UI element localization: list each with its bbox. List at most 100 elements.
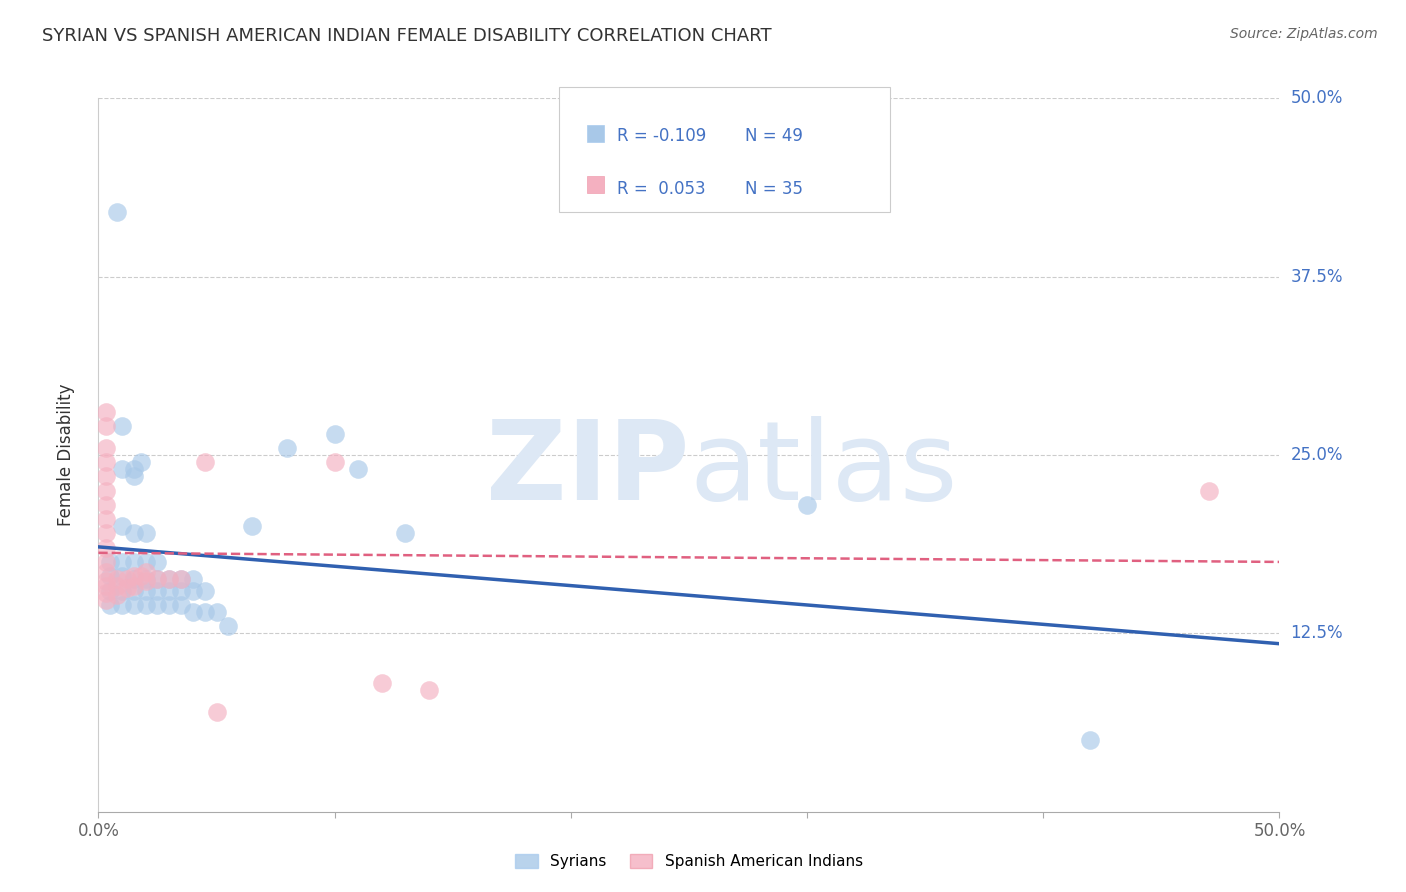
Point: [94, 565, 117, 579]
Point: [111, 462, 134, 476]
Point: [111, 555, 134, 569]
Point: [122, 555, 145, 569]
Point: [105, 572, 128, 586]
Text: ZIP: ZIP: [485, 416, 689, 523]
Point: [122, 583, 145, 598]
Point: [170, 598, 193, 612]
Point: [371, 676, 394, 690]
Point: [135, 565, 157, 579]
Point: [170, 583, 193, 598]
Point: [135, 598, 157, 612]
Text: SYRIAN VS SPANISH AMERICAN INDIAN FEMALE DISABILITY CORRELATION CHART: SYRIAN VS SPANISH AMERICAN INDIAN FEMALE…: [42, 27, 772, 45]
Point: [122, 572, 145, 586]
Point: [135, 526, 157, 541]
Point: [94, 441, 117, 455]
Point: [170, 572, 193, 586]
Point: [122, 569, 145, 583]
Point: [94, 555, 117, 569]
Point: [157, 598, 180, 612]
Point: [347, 462, 370, 476]
Point: [122, 579, 145, 593]
Point: [122, 469, 145, 483]
Point: [240, 519, 263, 533]
Point: [146, 572, 169, 586]
Point: [170, 572, 193, 586]
Point: [94, 498, 117, 512]
Point: [129, 569, 152, 583]
Point: [194, 583, 217, 598]
Text: N = 35: N = 35: [745, 180, 803, 198]
Text: 50.0%: 50.0%: [1291, 89, 1343, 107]
Point: [157, 572, 180, 586]
Point: [111, 419, 134, 434]
Point: [796, 498, 818, 512]
Point: [94, 593, 117, 607]
Point: [94, 469, 117, 483]
Text: 37.5%: 37.5%: [1291, 268, 1343, 285]
Point: [94, 526, 117, 541]
Point: [94, 455, 117, 469]
Point: [98, 583, 121, 598]
Point: [98, 598, 121, 612]
Point: [94, 579, 117, 593]
Point: [94, 574, 117, 588]
Point: [181, 583, 204, 598]
Point: [94, 512, 117, 526]
Point: [115, 572, 138, 586]
Point: [94, 541, 117, 555]
Point: [111, 569, 134, 583]
Point: [394, 526, 416, 541]
Point: [122, 526, 145, 541]
Point: [181, 605, 204, 619]
FancyBboxPatch shape: [560, 87, 890, 212]
Point: [217, 619, 239, 633]
Point: [111, 598, 134, 612]
Point: [105, 579, 128, 593]
Point: [323, 426, 346, 441]
Text: R =  0.053: R = 0.053: [617, 180, 706, 198]
Point: [98, 569, 121, 583]
Text: N = 49: N = 49: [745, 127, 803, 145]
Point: [135, 572, 157, 586]
Point: [94, 586, 117, 600]
Y-axis label: Female Disability: Female Disability: [56, 384, 75, 526]
Legend: Syrians, Spanish American Indians: Syrians, Spanish American Indians: [509, 848, 869, 875]
Point: [105, 205, 128, 219]
Point: [157, 572, 180, 586]
Point: [157, 583, 180, 598]
Text: Source: ZipAtlas.com: Source: ZipAtlas.com: [1230, 27, 1378, 41]
Point: [122, 598, 145, 612]
Point: [129, 455, 152, 469]
Point: [111, 583, 134, 598]
Point: [122, 462, 145, 476]
Point: [98, 555, 121, 569]
Point: [276, 441, 298, 455]
Point: [135, 583, 157, 598]
Point: [194, 455, 217, 469]
Point: [115, 581, 138, 595]
Point: [146, 555, 169, 569]
FancyBboxPatch shape: [588, 177, 605, 194]
Point: [418, 683, 440, 698]
Point: [194, 605, 217, 619]
Point: [146, 598, 169, 612]
Point: [135, 555, 157, 569]
Point: [1080, 733, 1102, 747]
Point: [135, 574, 157, 588]
Point: [111, 519, 134, 533]
Point: [181, 572, 204, 586]
Point: [146, 572, 169, 586]
Point: [323, 455, 346, 469]
Text: 12.5%: 12.5%: [1291, 624, 1343, 642]
Point: [105, 588, 128, 602]
Point: [94, 483, 117, 498]
Point: [1198, 483, 1220, 498]
Text: 25.0%: 25.0%: [1291, 446, 1343, 464]
Point: [94, 405, 117, 419]
Point: [205, 605, 228, 619]
Text: R = -0.109: R = -0.109: [617, 127, 706, 145]
Point: [205, 705, 228, 719]
Text: atlas: atlas: [689, 416, 957, 523]
Point: [94, 419, 117, 434]
FancyBboxPatch shape: [588, 125, 605, 142]
